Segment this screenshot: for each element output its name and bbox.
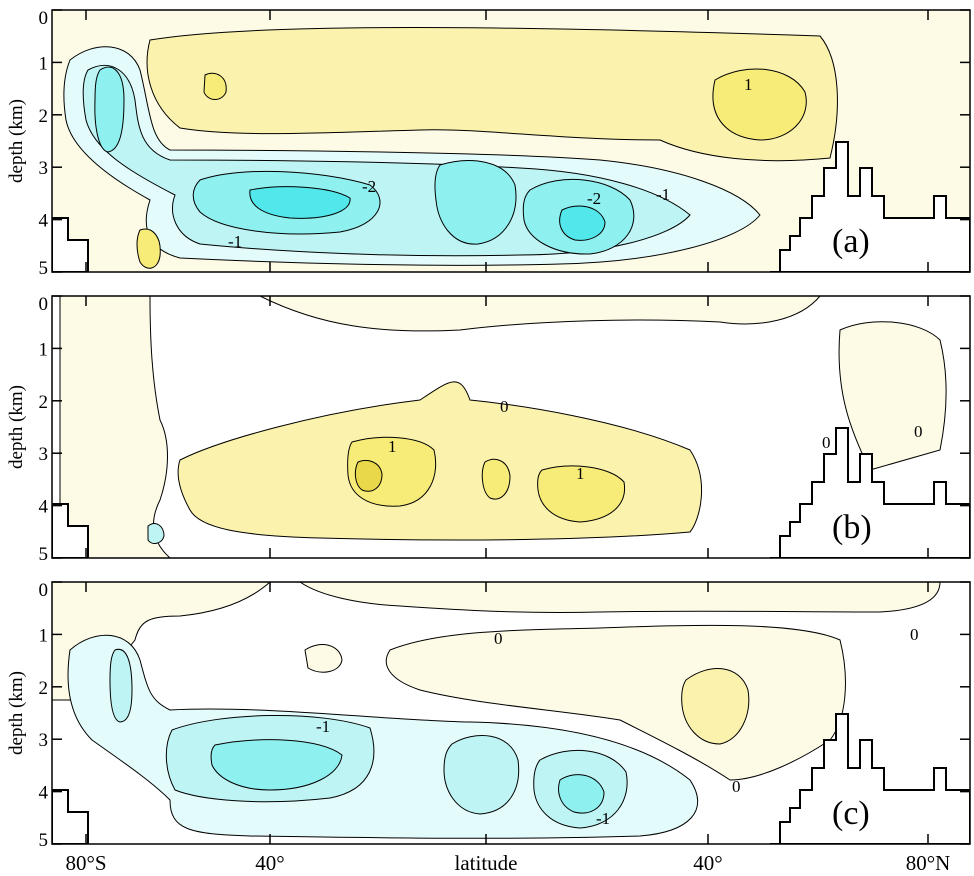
panel-a-topo-right [770, 141, 970, 272]
panel-c-field [52, 582, 970, 844]
panel-c-positive-core [681, 668, 750, 745]
panel-c-contour-label-5: -1 [596, 809, 610, 828]
panel-c-topo-left [52, 789, 89, 844]
y-tick-label: 5 [39, 258, 49, 279]
panel-b-positive-top [259, 296, 821, 332]
panel-b-positive-core-center [481, 458, 511, 500]
panel-c-ticks: 0 1 2 3 4 5 depth (km) [6, 580, 970, 851]
x-tick-label-40n: 40° [693, 851, 722, 875]
x-axis-label: latitude [455, 851, 518, 875]
x-tick-label-80s: 80°S [65, 851, 106, 875]
y-axis-label: depth (km) [6, 385, 27, 469]
panel-a-positive-region [146, 27, 838, 162]
panel-a-contour-label-4: -1 [656, 185, 670, 204]
panel-b-topo-left [52, 503, 89, 558]
y-axis-label: depth (km) [6, 671, 27, 755]
panel-c-negative-core-west [210, 739, 343, 791]
y-tick-label: 5 [39, 544, 49, 565]
panel-c-topo-right [770, 713, 970, 844]
panel-c-contour-label-1: 0 [494, 629, 503, 648]
y-tick-label: 4 [39, 497, 49, 518]
panel-a-frame [51, 9, 971, 273]
panel-b-field [52, 296, 970, 558]
panel-a-negative-column [94, 66, 125, 153]
y-tick-label: 1 [39, 625, 49, 646]
panel-a-positive-bottom [136, 228, 161, 269]
panel-a-negative-peak-east [559, 205, 606, 241]
y-tick-label: 2 [39, 106, 49, 127]
panel-a-positive-small [203, 72, 227, 100]
panel-a-contour-label-1: 1 [744, 75, 753, 94]
y-tick-label: 3 [39, 444, 49, 465]
panel-c-label: (c) [832, 795, 870, 832]
panel-b-contour-label-3: 1 [576, 464, 585, 483]
y-tick-label: 2 [39, 678, 49, 699]
panel-a-contour-label-5: -1 [228, 232, 242, 251]
y-tick-label: 1 [39, 53, 49, 74]
panel-a-positive-core [712, 68, 807, 141]
y-tick-label: 0 [39, 294, 49, 315]
x-tick-label-80n: 80°N [906, 851, 951, 875]
panel-b-positive-peak-west [354, 460, 383, 492]
panel-b-label: (b) [832, 509, 872, 546]
x-tick-label-40s: 40° [255, 851, 284, 875]
panel-c-contour-label-2: -1 [316, 717, 330, 736]
panel-c-contour-label-4: 0 [732, 777, 741, 796]
panel-a-contour-label-3: -2 [587, 189, 601, 208]
panel-b-ticks: 0 1 2 3 4 5 depth (km) [6, 294, 970, 565]
panel-b-positive-core-east [537, 465, 626, 523]
panel-b-frame [51, 295, 971, 559]
panel-a-ticks: 0 1 2 3 4 5 depth (km) [6, 8, 970, 279]
y-tick-label: 2 [39, 392, 49, 413]
x-axis: 80°S 40° latitude 40° 80°N [65, 851, 950, 875]
panel-c: 0 1 2 3 4 5 depth (km) (c) 0 -1 0 0 -1 [6, 580, 971, 851]
panel-b-contour-label-5: 0 [914, 422, 923, 441]
panel-b-contour-label-1: 0 [500, 397, 509, 416]
panel-a-topo-left [52, 217, 89, 272]
y-tick-label: 0 [39, 8, 49, 29]
panel-c-positive-top [299, 582, 941, 614]
y-tick-label: 4 [39, 783, 49, 804]
y-tick-label: 1 [39, 339, 49, 360]
panel-a: 0 1 2 3 4 5 depth (km) (a) 1 -2 -2 -1 -1 [6, 8, 971, 279]
y-tick-label: 0 [39, 580, 49, 601]
panel-b-contour-label-4: 0 [822, 433, 831, 452]
panel-b-negative-small [147, 523, 165, 544]
panel-c-positive-small [304, 644, 343, 673]
y-axis-label: depth (km) [6, 99, 27, 183]
y-tick-label: 5 [39, 830, 49, 851]
panel-b: 0 1 2 3 4 5 depth (km) (b) 0 1 1 0 0 [6, 294, 971, 565]
y-tick-label: 3 [39, 730, 49, 751]
panel-b-contour-label-2: 1 [388, 437, 397, 456]
panel-c-negative-mid-center [443, 735, 520, 815]
panel-c-frame [51, 581, 971, 845]
panel-c-negative-core-east [558, 774, 605, 814]
panel-a-field [52, 27, 970, 272]
panel-c-contour-label-3: 0 [910, 625, 919, 644]
panel-c-negative-column [109, 648, 133, 723]
y-tick-label: 3 [39, 158, 49, 179]
panel-b-topo-right [770, 427, 970, 558]
y-tick-label: 4 [39, 211, 49, 232]
panel-c-positive-main [385, 624, 846, 781]
panel-a-label: (a) [832, 223, 870, 260]
panel-a-negative-peak-west [249, 186, 351, 219]
panel-a-contour-label-2: -2 [362, 177, 376, 196]
panel-b-positive-east [838, 321, 947, 471]
panel-a-negative-strong-center [434, 160, 517, 245]
